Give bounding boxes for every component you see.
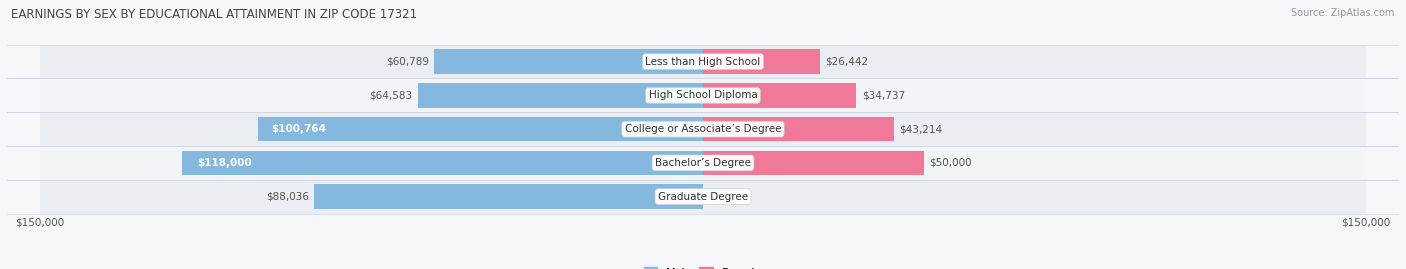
Text: Less than High School: Less than High School [645,56,761,67]
Bar [703,49,820,74]
Text: College or Associate’s Degree: College or Associate’s Degree [624,124,782,134]
Bar [703,151,924,175]
Text: $50,000: $50,000 [929,158,972,168]
Bar [41,112,1365,146]
Bar [41,180,1365,214]
Legend: Male, Female: Male, Female [640,262,766,269]
Text: $60,789: $60,789 [387,56,429,67]
Bar [314,185,703,209]
Bar [41,45,1365,79]
Bar [418,83,703,108]
Bar [257,117,703,141]
Text: $64,583: $64,583 [370,90,412,100]
Text: $100,764: $100,764 [271,124,326,134]
Text: $34,737: $34,737 [862,90,905,100]
Bar [434,49,703,74]
Text: Source: ZipAtlas.com: Source: ZipAtlas.com [1291,8,1395,18]
Text: EARNINGS BY SEX BY EDUCATIONAL ATTAINMENT IN ZIP CODE 17321: EARNINGS BY SEX BY EDUCATIONAL ATTAINMEN… [11,8,418,21]
Bar [41,79,1365,112]
Bar [41,146,1365,180]
Text: Bachelor’s Degree: Bachelor’s Degree [655,158,751,168]
Bar [703,83,856,108]
Text: $88,036: $88,036 [266,192,309,202]
Text: $43,214: $43,214 [900,124,942,134]
Text: $0: $0 [709,192,721,202]
Text: High School Diploma: High School Diploma [648,90,758,100]
Text: $26,442: $26,442 [825,56,869,67]
Text: $118,000: $118,000 [197,158,252,168]
Bar [703,117,894,141]
Bar [181,151,703,175]
Text: Graduate Degree: Graduate Degree [658,192,748,202]
